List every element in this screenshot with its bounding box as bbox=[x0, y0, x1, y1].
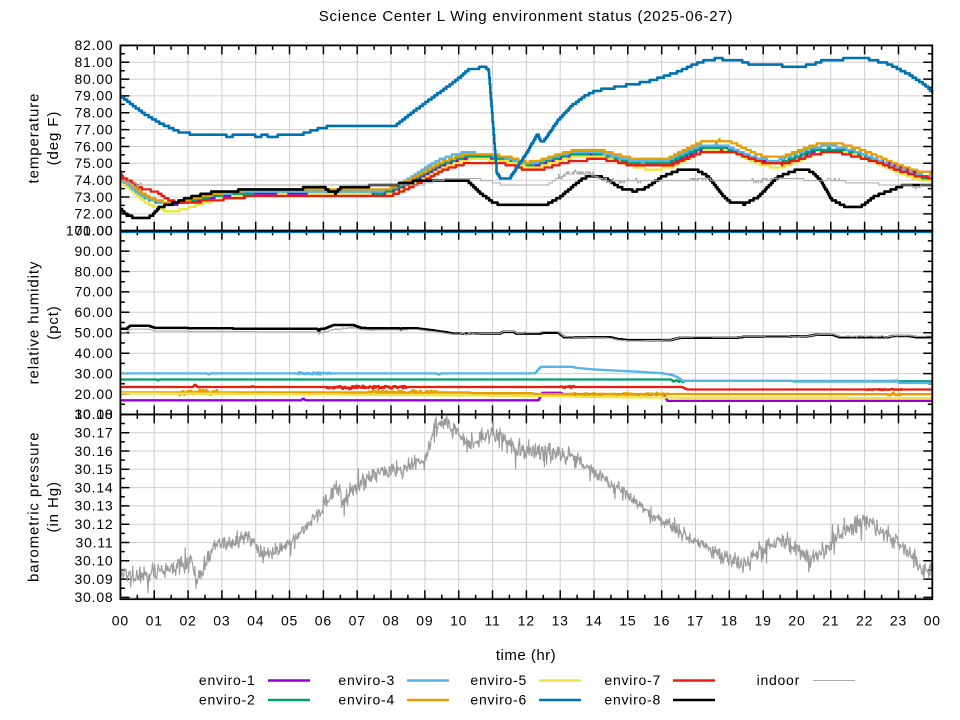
svg-text:30.00: 30.00 bbox=[74, 365, 113, 381]
svg-text:90.00: 90.00 bbox=[74, 243, 113, 259]
svg-text:73.00: 73.00 bbox=[74, 189, 113, 205]
svg-text:40.00: 40.00 bbox=[74, 345, 113, 361]
svg-text:18: 18 bbox=[721, 613, 738, 629]
svg-text:30.14: 30.14 bbox=[74, 479, 113, 495]
svg-text:30.16: 30.16 bbox=[74, 443, 113, 459]
svg-text:relative humidity: relative humidity bbox=[26, 261, 43, 385]
svg-text:80.00: 80.00 bbox=[74, 71, 113, 87]
svg-text:06: 06 bbox=[315, 613, 332, 629]
svg-text:(in Hg): (in Hg) bbox=[45, 481, 62, 532]
svg-text:indoor: indoor bbox=[757, 672, 800, 688]
svg-text:16: 16 bbox=[653, 613, 670, 629]
svg-text:02: 02 bbox=[179, 613, 196, 629]
svg-text:enviro-8: enviro-8 bbox=[604, 692, 661, 708]
svg-text:30.18: 30.18 bbox=[74, 406, 113, 422]
svg-text:30.10: 30.10 bbox=[74, 553, 113, 569]
svg-text:00: 00 bbox=[112, 613, 129, 629]
svg-text:30.17: 30.17 bbox=[74, 425, 113, 441]
svg-text:20.00: 20.00 bbox=[74, 386, 113, 402]
svg-text:enviro-1: enviro-1 bbox=[199, 672, 256, 688]
svg-text:enviro-3: enviro-3 bbox=[338, 672, 395, 688]
svg-text:04: 04 bbox=[247, 613, 264, 629]
svg-text:enviro-5: enviro-5 bbox=[470, 672, 527, 688]
svg-text:77.00: 77.00 bbox=[74, 121, 113, 137]
svg-text:10.00: 10.00 bbox=[74, 406, 113, 422]
svg-text:12: 12 bbox=[518, 613, 535, 629]
svg-text:72.00: 72.00 bbox=[74, 206, 113, 222]
svg-text:time (hr): time (hr) bbox=[496, 647, 556, 664]
svg-text:78.00: 78.00 bbox=[74, 105, 113, 121]
svg-text:70.00: 70.00 bbox=[74, 284, 113, 300]
svg-text:79.00: 79.00 bbox=[74, 88, 113, 104]
svg-text:74.00: 74.00 bbox=[74, 172, 113, 188]
svg-text:30.11: 30.11 bbox=[76, 534, 114, 550]
svg-text:09: 09 bbox=[416, 613, 433, 629]
svg-text:17: 17 bbox=[687, 613, 704, 629]
svg-text:19: 19 bbox=[755, 613, 772, 629]
svg-text:22: 22 bbox=[856, 613, 873, 629]
svg-text:71.00: 71.00 bbox=[74, 223, 113, 239]
svg-text:10: 10 bbox=[450, 613, 467, 629]
svg-text:30.15: 30.15 bbox=[74, 461, 113, 477]
svg-text:08: 08 bbox=[382, 613, 399, 629]
svg-text:(deg F): (deg F) bbox=[45, 111, 62, 166]
svg-text:30.09: 30.09 bbox=[74, 571, 113, 587]
svg-text:enviro-4: enviro-4 bbox=[338, 692, 395, 708]
svg-text:30.08: 30.08 bbox=[74, 589, 113, 605]
svg-text:enviro-6: enviro-6 bbox=[470, 692, 527, 708]
svg-text:01: 01 bbox=[146, 613, 163, 629]
svg-text:80.00: 80.00 bbox=[74, 263, 113, 279]
svg-text:82.00: 82.00 bbox=[74, 37, 113, 53]
svg-text:100.00: 100.00 bbox=[66, 223, 114, 239]
svg-text:Science Center L Wing environm: Science Center L Wing environment status… bbox=[319, 8, 733, 25]
svg-text:21: 21 bbox=[822, 613, 839, 629]
svg-text:23: 23 bbox=[890, 613, 907, 629]
svg-text:05: 05 bbox=[281, 613, 298, 629]
svg-text:07: 07 bbox=[349, 613, 366, 629]
svg-text:30.13: 30.13 bbox=[74, 498, 113, 514]
svg-text:15: 15 bbox=[619, 613, 636, 629]
svg-text:60.00: 60.00 bbox=[74, 304, 113, 320]
svg-text:enviro-2: enviro-2 bbox=[199, 692, 256, 708]
svg-text:50.00: 50.00 bbox=[74, 325, 113, 341]
svg-text:13: 13 bbox=[552, 613, 569, 629]
svg-text:30.12: 30.12 bbox=[74, 516, 113, 532]
svg-text:11: 11 bbox=[484, 613, 500, 629]
svg-text:(pct): (pct) bbox=[45, 305, 62, 340]
svg-text:75.00: 75.00 bbox=[74, 155, 113, 171]
svg-text:14: 14 bbox=[585, 613, 602, 629]
svg-text:03: 03 bbox=[213, 613, 230, 629]
svg-text:temperature: temperature bbox=[26, 93, 43, 184]
svg-text:81.00: 81.00 bbox=[74, 54, 113, 70]
svg-text:enviro-7: enviro-7 bbox=[604, 672, 661, 688]
svg-text:00: 00 bbox=[924, 613, 941, 629]
svg-text:76.00: 76.00 bbox=[74, 138, 113, 154]
svg-text:20: 20 bbox=[788, 613, 805, 629]
svg-text:barometric pressure: barometric pressure bbox=[26, 432, 43, 582]
